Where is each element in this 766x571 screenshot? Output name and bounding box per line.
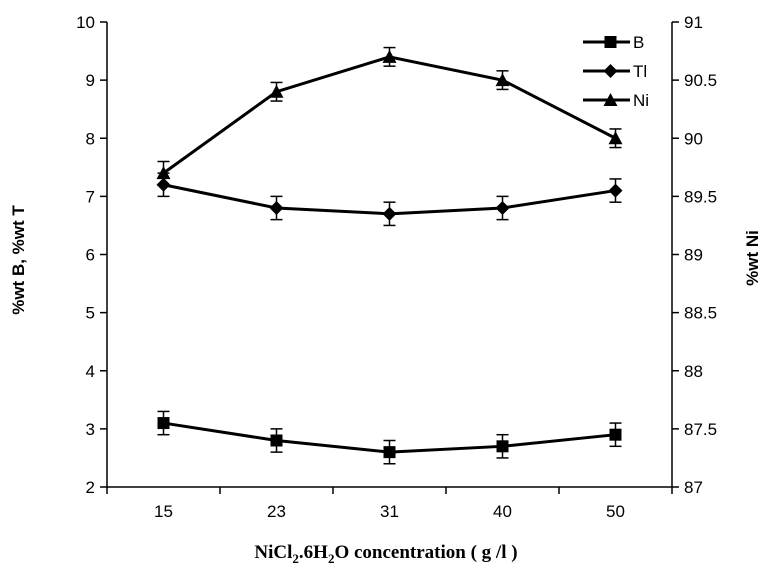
legend-label-b: B bbox=[633, 33, 644, 52]
x-axis-title-subscript: 2 bbox=[292, 551, 299, 566]
data-point-ni bbox=[608, 131, 623, 145]
right-tick-label: 87 bbox=[684, 478, 703, 497]
data-point-b bbox=[383, 446, 396, 459]
data-point-b bbox=[270, 434, 283, 447]
data-point-b bbox=[157, 417, 170, 430]
legend-label-ni: Ni bbox=[633, 91, 649, 110]
left-tick-label: 8 bbox=[86, 129, 95, 148]
data-point-b bbox=[609, 428, 622, 441]
right-tick-label: 87.5 bbox=[684, 420, 717, 439]
left-tick-label: 6 bbox=[86, 246, 95, 265]
right-tick-label: 91 bbox=[684, 13, 703, 32]
x-axis-title-part: NiCl bbox=[254, 542, 292, 563]
x-axis-title: NiCl2.6H2O concentration ( g /l ) bbox=[254, 542, 517, 566]
left-tick-label: 3 bbox=[86, 420, 95, 439]
left-axis-title: %wt B, %wt T bbox=[9, 205, 28, 315]
left-tick-label: 4 bbox=[86, 362, 95, 381]
left-tick-label: 7 bbox=[86, 187, 95, 206]
data-point-tl bbox=[608, 183, 623, 198]
right-tick-label: 88 bbox=[684, 362, 703, 381]
x-tick-label: 31 bbox=[380, 502, 399, 521]
data-point-ni bbox=[156, 166, 171, 180]
x-axis-title-part: .6H bbox=[299, 542, 328, 563]
x-axis-title-part: O concentration ( g /l ) bbox=[334, 542, 517, 563]
legend-marker-ni bbox=[603, 93, 618, 106]
legend-marker-tl bbox=[603, 64, 618, 78]
data-point-b bbox=[496, 440, 509, 453]
series-line-ni bbox=[162, 55, 617, 175]
right-tick-label: 90.5 bbox=[684, 71, 717, 90]
x-axis-title-subscript: 2 bbox=[328, 551, 335, 566]
right-tick-label: 88.5 bbox=[684, 304, 717, 323]
left-tick-label: 5 bbox=[86, 304, 95, 323]
data-point-ni bbox=[269, 84, 284, 98]
data-point-ni bbox=[495, 73, 510, 87]
x-tick-label: 15 bbox=[154, 502, 173, 521]
x-tick-label: 40 bbox=[493, 502, 512, 521]
left-tick-label: 10 bbox=[76, 13, 95, 32]
legend-label-tl: Tl bbox=[633, 62, 647, 81]
right-tick-label: 89 bbox=[684, 246, 703, 265]
right-axis-title: %wt Ni bbox=[743, 230, 762, 286]
x-tick-label: 23 bbox=[267, 502, 286, 521]
left-tick-label: 2 bbox=[86, 478, 95, 497]
data-point-ni bbox=[382, 49, 397, 63]
right-tick-label: 89.5 bbox=[684, 187, 717, 206]
right-tick-label: 90 bbox=[684, 129, 703, 148]
data-point-tl bbox=[495, 201, 510, 215]
data-point-tl bbox=[269, 201, 284, 215]
left-tick-label: 9 bbox=[86, 71, 95, 90]
legend-marker-b bbox=[604, 36, 617, 48]
x-tick-label: 50 bbox=[606, 502, 625, 521]
data-point-tl bbox=[382, 206, 397, 221]
